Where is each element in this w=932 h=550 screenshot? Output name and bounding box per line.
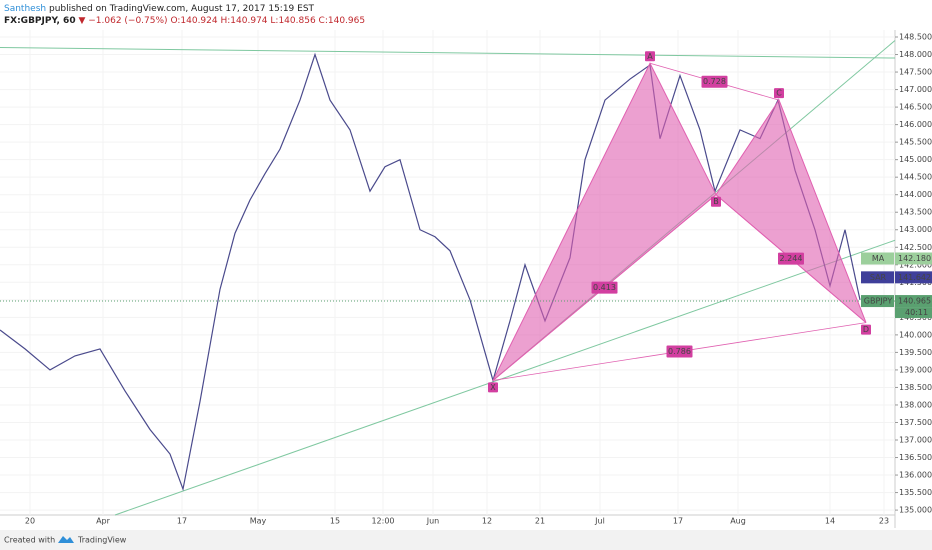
price-name-box	[861, 271, 894, 284]
x-tick-label: 21	[535, 517, 545, 526]
y-tick-label: 142.000	[899, 260, 932, 269]
y-tick-label: 143.500	[899, 208, 932, 217]
pattern-point-box	[645, 51, 655, 62]
y-tick-label: 146.500	[899, 103, 932, 112]
y-tick-label: 145.500	[899, 138, 932, 147]
y-tick-label: 148.500	[899, 33, 932, 42]
footer-brand: TradingView	[77, 536, 127, 545]
price-value: 142.180	[898, 254, 931, 263]
x-tick-label: 17	[673, 517, 683, 526]
x-tick-label: Aug	[730, 517, 746, 526]
ohlc: L:140.856	[270, 16, 316, 26]
published: published on TradingView.com, August 17,…	[49, 4, 315, 14]
x-tick-label: Jul	[594, 517, 605, 526]
y-tick-label: 139.000	[899, 365, 932, 374]
trendline	[0, 47, 896, 59]
countdown-box	[895, 307, 932, 319]
header-line-1: Santhesh published on TradingView.com, A…	[4, 4, 315, 14]
ratio-label: 0.413	[593, 283, 616, 292]
y-tick-label: 142.500	[899, 243, 932, 252]
x-tick-label: 15	[330, 517, 340, 526]
price-value-box	[895, 252, 932, 265]
y-tick-label: 147.000	[899, 85, 932, 94]
pattern-point-label: X	[490, 383, 496, 392]
pattern-point-label: B	[713, 197, 719, 206]
author: Santhesh	[4, 4, 46, 14]
y-tick-label: 147.500	[899, 68, 932, 77]
y-tick-label: 139.500	[899, 348, 932, 357]
logo	[58, 536, 74, 543]
ratio-box	[701, 75, 728, 88]
pattern-point-label: A	[647, 52, 653, 61]
y-tick-label: 146.000	[899, 120, 932, 129]
price-name-box	[861, 295, 894, 308]
x-tick-label: May	[250, 517, 267, 526]
price-value: 141.642	[898, 273, 931, 282]
pattern-point-label: D	[863, 325, 869, 334]
x-tick-label: 14	[825, 517, 835, 526]
footer-bar	[0, 530, 932, 550]
x-tick-label: 12	[482, 517, 492, 526]
ratio-label: 0.728	[703, 77, 726, 86]
pattern-point-box	[488, 382, 498, 393]
ratio-label: 0.786	[668, 347, 691, 356]
x-tick-label: 20	[25, 517, 35, 526]
y-tick-label: 136.500	[899, 453, 932, 462]
price-name: SAR	[870, 273, 887, 282]
price-value-box	[895, 295, 932, 308]
price-name: MA	[872, 254, 885, 263]
price-name: GBPJPY	[864, 297, 893, 306]
price-value: 140.965	[898, 297, 931, 306]
y-tick-label: 144.500	[899, 173, 932, 182]
y-tick-label: 136.000	[899, 471, 932, 480]
y-tick-label: 138.500	[899, 383, 932, 392]
ratio-box	[666, 345, 693, 358]
trendline	[114, 239, 896, 516]
y-tick-label: 145.000	[899, 155, 932, 164]
y-tick-label: 143.000	[899, 225, 932, 234]
countdown: 40:11	[905, 308, 928, 317]
ratio-box	[778, 252, 804, 265]
y-tick-label: 137.000	[899, 436, 932, 445]
price-name-box	[861, 252, 894, 265]
ohlc: H:140.974	[221, 16, 268, 26]
y-tick-label: 140.000	[899, 330, 932, 339]
symbol: FX:GBPJPY, 60	[4, 16, 76, 26]
y-tick-label: 144.000	[899, 190, 932, 199]
x-tick-label: 23	[879, 517, 889, 526]
y-tick-label: 148.000	[899, 50, 932, 59]
y-tick-label: 137.500	[899, 418, 932, 427]
change: ▼ −1.062 (−0.75%)	[78, 16, 167, 26]
y-tick-label: 138.000	[899, 400, 932, 409]
pattern-point-box	[861, 324, 871, 335]
pattern-point-box	[774, 88, 784, 99]
pattern-point-label: C	[776, 89, 782, 98]
x-tick-label: Jun	[426, 517, 440, 526]
ohlc: O:140.924	[170, 16, 217, 26]
ratio-box	[591, 281, 618, 294]
x-tick-label: 17	[177, 517, 187, 526]
y-tick-label: 135.000	[899, 506, 932, 515]
y-tick-label: 135.500	[899, 488, 932, 497]
ratio-label: 2.244	[780, 254, 803, 263]
header-line-2: FX:GBPJPY, 60 ▼ −1.062 (−0.75%) O:140.92…	[4, 16, 365, 26]
x-tick-label: Apr	[96, 517, 111, 526]
ohlc: C:140.965	[319, 16, 366, 26]
x-tick-label: 12:00	[371, 517, 394, 526]
footer-created: Created with	[4, 536, 55, 545]
price-value-box	[895, 271, 932, 284]
pattern-point-box	[711, 196, 721, 207]
price-line	[0, 52, 861, 492]
